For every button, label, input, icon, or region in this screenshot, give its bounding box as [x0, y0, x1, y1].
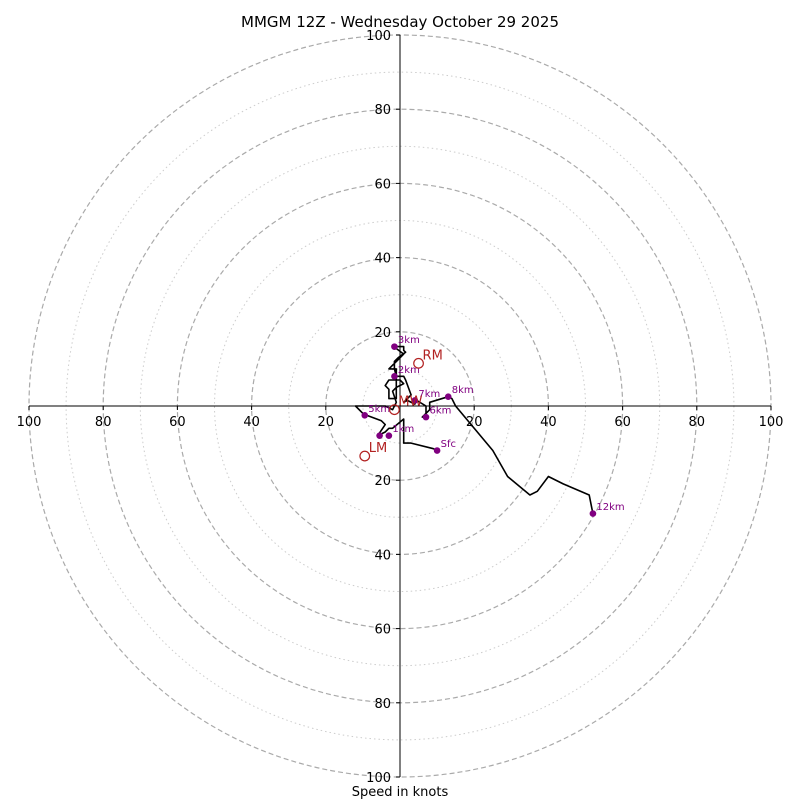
x-tick-label: 20: [318, 415, 335, 430]
y-tick-label: 100: [366, 771, 391, 786]
storm-motion-label: LM: [369, 441, 387, 456]
height-marker-dot: [422, 413, 430, 421]
height-marker-label: 7km: [418, 389, 440, 400]
height-marker-dot: [385, 432, 393, 439]
x-tick-label: 20: [466, 415, 483, 430]
height-marker-dot: [444, 393, 452, 401]
wind-trace: [354, 345, 594, 514]
chart-title: MMGM 12Z - Wednesday October 29 2025: [241, 13, 559, 31]
height-marker-dot: [391, 373, 398, 380]
height-marker-dot: [433, 447, 441, 454]
y-tick-label: 80: [374, 697, 391, 712]
y-tick-label: 40: [374, 252, 391, 267]
x-tick-label: 60: [614, 415, 631, 430]
storm-motion-circle: [413, 357, 424, 369]
height-marker-label: 1km: [392, 424, 414, 435]
y-tick-label: 80: [374, 103, 391, 118]
height-marker-dot: [411, 397, 419, 404]
height-marker-label: 2km: [398, 365, 420, 376]
storm-motion-circle: [389, 404, 400, 416]
height-marker-label: 6km: [429, 406, 451, 417]
y-tick-label: 40: [374, 548, 391, 563]
x-tick-labels: 100 80 60 40 20 20 40 60 80 100: [17, 406, 784, 430]
height-marker-dot: [376, 432, 383, 439]
x-axis-label: Speed in knots: [352, 785, 449, 800]
height-marker-label: 5km: [368, 404, 390, 415]
height-marker-dot: [391, 343, 398, 350]
y-tick-label: 60: [374, 623, 391, 638]
y-tick-labels: 100 80 60 40 20 20 40 60 80 100: [366, 29, 400, 786]
y-tick-label: 20: [374, 474, 391, 489]
y-tick-label: 100: [366, 29, 391, 44]
height-marker-label: Sfc: [441, 439, 456, 450]
axes: [29, 35, 771, 777]
height-marker-label: 8km: [452, 385, 474, 396]
storm-motion-markers: RM LM MW: [359, 348, 443, 462]
height-marker-dot: [361, 411, 369, 419]
storm-motion-label: MW: [398, 395, 422, 410]
x-tick-label: 80: [689, 415, 706, 430]
y-tick-label: 60: [374, 177, 391, 192]
storm-motion-circle: [359, 450, 371, 462]
x-tick-label: 100: [759, 415, 784, 430]
x-tick-label: 80: [95, 415, 112, 430]
height-marker-label: 3km: [398, 335, 420, 346]
height-markers: Sfc 1km 2km 3km 5km 6km 7km 8km 12km: [361, 335, 625, 517]
y-tick-label: 20: [374, 326, 391, 341]
wind-trace-line: [354, 345, 594, 514]
x-tick-label: 40: [243, 415, 260, 430]
height-marker-label: 12km: [596, 502, 624, 513]
x-tick-label: 40: [540, 415, 557, 430]
storm-motion-label: RM: [423, 348, 443, 363]
height-marker-dot: [589, 510, 597, 517]
x-tick-label: 60: [169, 415, 186, 430]
x-tick-label: 100: [17, 415, 42, 430]
